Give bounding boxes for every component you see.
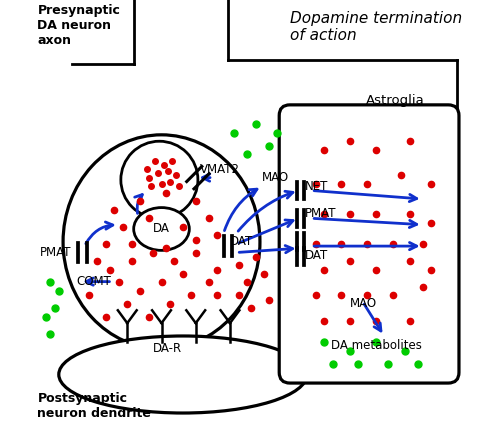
Ellipse shape [134,208,190,250]
Text: PMAT: PMAT [305,207,336,220]
Ellipse shape [59,336,307,413]
Text: MAO: MAO [350,297,377,310]
Text: Astroglia: Astroglia [365,94,424,107]
Text: COMT: COMT [76,275,111,288]
Text: NET: NET [305,180,328,193]
FancyBboxPatch shape [279,105,459,383]
Text: DAT: DAT [305,250,328,262]
Text: Postsynaptic
neuron dendrite: Postsynaptic neuron dendrite [37,392,151,419]
Text: DAT: DAT [230,235,253,248]
Text: Presynaptic
DA neuron
axon: Presynaptic DA neuron axon [37,4,120,47]
Text: Dopamine termination
of action: Dopamine termination of action [290,11,462,43]
Text: MAO: MAO [262,171,289,184]
Text: DA: DA [153,223,170,235]
Text: VMAT2: VMAT2 [200,163,240,175]
Text: PMAT: PMAT [39,246,71,259]
Circle shape [121,141,198,218]
Text: DA metabolites: DA metabolites [331,339,421,352]
Text: DA-R: DA-R [153,342,182,355]
